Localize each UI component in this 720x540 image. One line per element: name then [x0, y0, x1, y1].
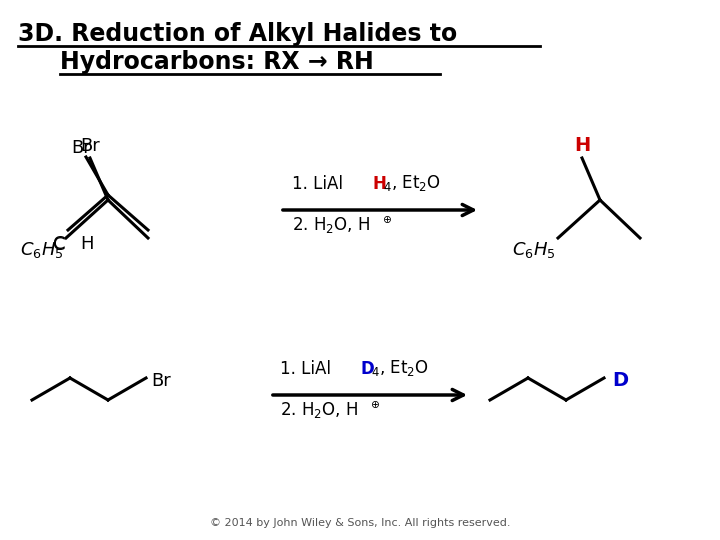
- Text: H: H: [80, 235, 94, 253]
- Text: Br: Br: [151, 372, 171, 390]
- Text: H: H: [372, 175, 386, 193]
- Text: 1. LiAl: 1. LiAl: [280, 360, 331, 378]
- Text: © 2014 by John Wiley & Sons, Inc. All rights reserved.: © 2014 by John Wiley & Sons, Inc. All ri…: [210, 518, 510, 528]
- Text: $^⊕$: $^⊕$: [382, 215, 392, 230]
- Text: $_4$, Et$_2$O: $_4$, Et$_2$O: [371, 358, 429, 378]
- Text: Br: Br: [71, 139, 91, 157]
- Text: C: C: [53, 235, 66, 253]
- Text: Hydrocarbons: RX → RH: Hydrocarbons: RX → RH: [60, 50, 374, 74]
- Text: $_4$, Et$_2$O: $_4$, Et$_2$O: [383, 173, 441, 193]
- Text: 2. H$_2$O, H: 2. H$_2$O, H: [292, 215, 370, 235]
- Text: C: C: [53, 236, 66, 254]
- Text: Br: Br: [80, 137, 100, 155]
- Text: $C_6H_5$: $C_6H_5$: [20, 240, 64, 260]
- Text: H: H: [574, 136, 590, 155]
- Text: $C_6H_5$: $C_6H_5$: [513, 240, 556, 260]
- Text: 3D. Reduction of Alkyl Halides to: 3D. Reduction of Alkyl Halides to: [18, 22, 457, 46]
- Text: $^⊕$: $^⊕$: [370, 400, 380, 415]
- Text: 1. LiAl: 1. LiAl: [292, 175, 343, 193]
- Text: D: D: [612, 372, 628, 390]
- Text: 2. H$_2$O, H: 2. H$_2$O, H: [280, 400, 359, 420]
- Text: D: D: [360, 360, 374, 378]
